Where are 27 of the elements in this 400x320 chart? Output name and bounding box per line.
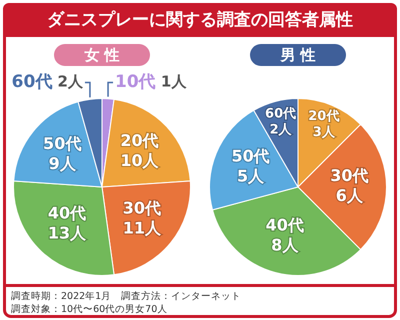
data-label: 10人 [120,151,160,170]
slice-label: 50代 [231,146,270,166]
text: 調査時期：2022年1月 調査方法：インターネット [11,290,242,303]
data-label: 6人 [336,186,364,206]
data-label: 2人 [270,122,293,138]
slice-label: 20代 [308,109,340,124]
data-label: 2人 [52,72,84,90]
slice-label: 30代 [330,166,368,186]
slice-label: 30代 [122,198,161,218]
data-label: 1人 [156,72,188,90]
slice-label: 20代 [120,131,159,150]
text: 調査対象：10代〜60代の男女70人 [11,303,168,316]
chart-subtitle: 男 性 [250,44,346,66]
chart-title: ダニスプレーに関する調査の回答者属性 [3,3,397,37]
data-label: 11人 [122,218,162,238]
slice-label: 40代 [48,204,86,223]
slice-label: 60代 [265,106,296,122]
chart-subtitle: 女 性 [54,44,150,66]
data-label: 8人 [271,236,300,255]
slice-label: 50代 [43,134,82,153]
data-label: 13人 [48,224,88,243]
slice-label: 60代 [12,72,52,92]
data-label: 3人 [312,125,336,140]
slice-label: 10代 [115,72,156,92]
slice-label: 40代 [266,216,304,235]
data-label: 5人 [237,166,266,186]
data-label: 9人 [48,154,77,173]
